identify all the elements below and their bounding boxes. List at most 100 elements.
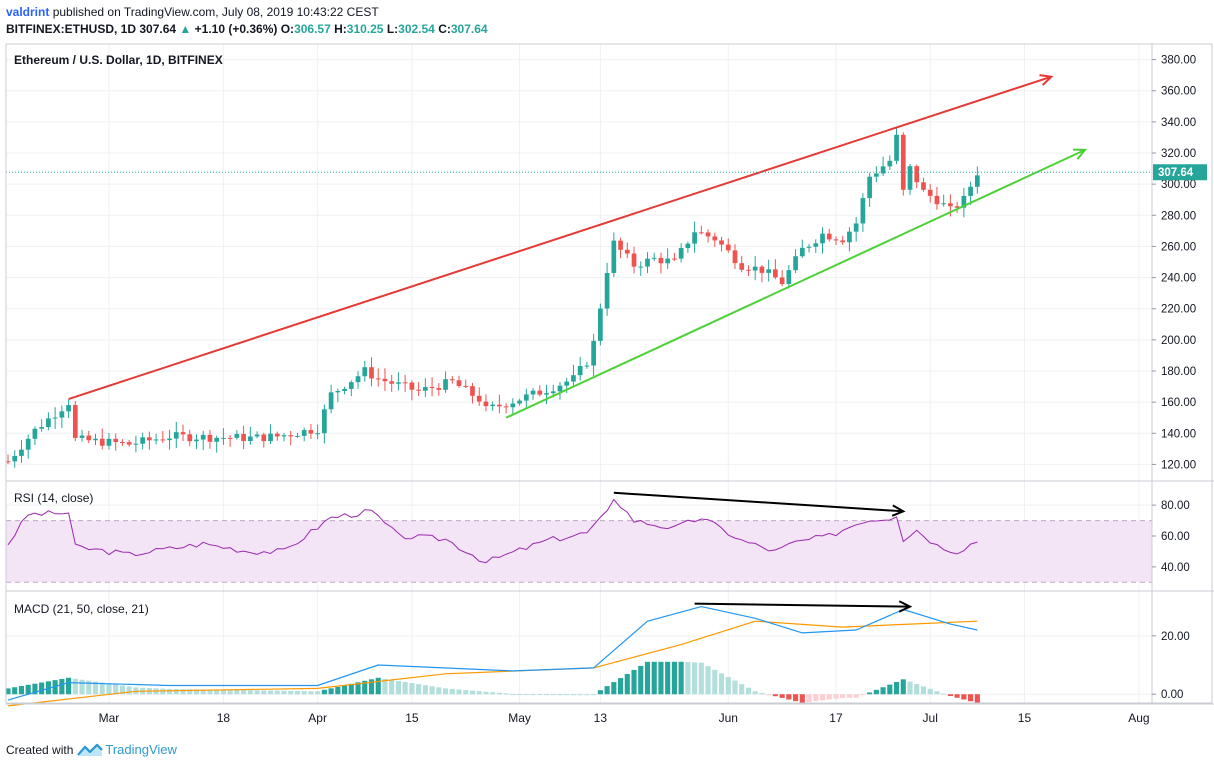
candle-body: [335, 390, 341, 393]
candle-body: [409, 382, 415, 390]
macd-histogram-bar: [880, 687, 886, 695]
x-tick-label: 15: [405, 711, 419, 725]
candle-body: [483, 401, 489, 407]
close-label: C:: [438, 22, 451, 36]
candle-body: [281, 435, 287, 437]
rsi-divergence-arrow: [613, 491, 904, 513]
macd-histogram-bar: [79, 679, 85, 695]
candle-body: [537, 390, 543, 395]
candle-body: [120, 442, 125, 444]
macd-histogram-bar: [631, 669, 637, 695]
candle-body: [927, 189, 933, 196]
macd-histogram-bar: [900, 679, 906, 695]
support-trendline-arrowhead: [1073, 148, 1088, 160]
candle-body: [974, 175, 980, 187]
candle-body: [39, 427, 45, 429]
macd-histogram-bar: [638, 665, 644, 695]
candle-body: [66, 405, 71, 412]
candle-body: [779, 277, 785, 285]
candle-body: [685, 243, 691, 248]
last-price-badge: [1153, 164, 1207, 181]
macd-histogram-bar: [557, 694, 563, 696]
support-trendline: [505, 148, 1086, 419]
candle-body: [752, 266, 758, 271]
macd-histogram-bar: [348, 683, 354, 695]
macd-histogram-bar: [476, 691, 482, 695]
published-text: published on TradingView.com, July 08, 2…: [52, 5, 379, 19]
macd-histogram-bar: [718, 673, 725, 695]
macd-histogram-bar: [725, 676, 731, 695]
macd-histogram-bar: [483, 691, 489, 695]
macd-histogram-bar: [106, 683, 112, 695]
chart-frame: [5, 43, 1213, 704]
x-tick-label: 15: [1018, 711, 1032, 725]
low-value: 302.54: [398, 22, 435, 36]
y-tick-label: 0.00: [1161, 689, 1183, 701]
macd-histogram-bar: [5, 688, 11, 695]
tradingview-brand[interactable]: TradingView: [105, 742, 177, 757]
macd-histogram-bar: [624, 674, 630, 695]
macd-histogram-bar: [288, 690, 294, 695]
y-tick-label: 260.00: [1161, 241, 1196, 253]
macd-histogram-bar: [685, 662, 691, 695]
candle-body: [867, 176, 872, 199]
low-label: L:: [386, 22, 399, 36]
macd-histogram-bar: [18, 686, 25, 695]
macd-histogram-bar: [342, 685, 348, 695]
candle-body: [598, 308, 603, 341]
macd-histogram-bar: [362, 680, 368, 695]
macd-histogram-bar: [469, 690, 476, 695]
macd-histogram-bar: [267, 690, 274, 695]
macd-histogram-bar: [207, 689, 213, 695]
macd-histogram-bar: [220, 689, 226, 695]
resistance-trendline-arrowhead: [1039, 74, 1054, 86]
candle-body: [180, 432, 186, 435]
candle-body: [25, 438, 31, 450]
author-link[interactable]: valdrint: [6, 5, 50, 19]
symbol-info: BITFINEX:ETHUSD, 1D 307.64 ▲ +1.10 (+0.3…: [6, 22, 488, 36]
macd-histogram-bar: [584, 694, 590, 696]
macd-histogram-bar: [193, 689, 200, 695]
candle-body: [221, 437, 226, 439]
macd-histogram-bar: [853, 694, 859, 698]
candle-body: [873, 173, 879, 177]
candle-body: [402, 382, 408, 384]
candle-body: [611, 240, 617, 273]
macd-histogram-bar: [577, 694, 583, 696]
y-tick-label: 340.00: [1161, 117, 1196, 129]
macd-histogram-bar: [281, 690, 287, 695]
macd-histogram-bar: [335, 686, 341, 695]
candle-body: [813, 243, 819, 247]
candle-body: [887, 160, 893, 167]
candle-body: [261, 434, 267, 442]
x-tick-label: Apr: [308, 711, 327, 725]
candle-body: [631, 253, 637, 267]
candle-body: [59, 411, 65, 418]
candle-body: [99, 438, 105, 446]
macd-histogram-bar: [766, 694, 772, 696]
created-with-text: Created with: [6, 742, 74, 757]
candle-body: [773, 269, 778, 278]
x-tick-label: Mar: [99, 711, 120, 725]
rsi-line: [7, 498, 978, 564]
candle-body: [362, 367, 368, 377]
y-tick-label: 80.00: [1161, 500, 1190, 512]
candle-body: [658, 257, 664, 264]
macd-histogram-bar: [826, 694, 832, 700]
candle-body: [463, 385, 469, 387]
candle-body: [746, 269, 751, 271]
macd-histogram-bar: [416, 684, 422, 695]
candle-body: [954, 206, 960, 208]
y-tick-label: 240.00: [1161, 273, 1196, 285]
candle-body: [375, 378, 381, 380]
macd-histogram-bar: [914, 684, 920, 695]
candle-body: [153, 439, 159, 441]
last-price: 307.64: [139, 22, 177, 36]
macd-histogram-bar: [449, 688, 455, 695]
y-tick-label: 220.00: [1161, 304, 1196, 316]
candle-body: [820, 233, 825, 244]
macd-histogram-bar: [867, 692, 873, 695]
candle-body: [503, 406, 509, 408]
macd-histogram-bar: [644, 661, 651, 695]
